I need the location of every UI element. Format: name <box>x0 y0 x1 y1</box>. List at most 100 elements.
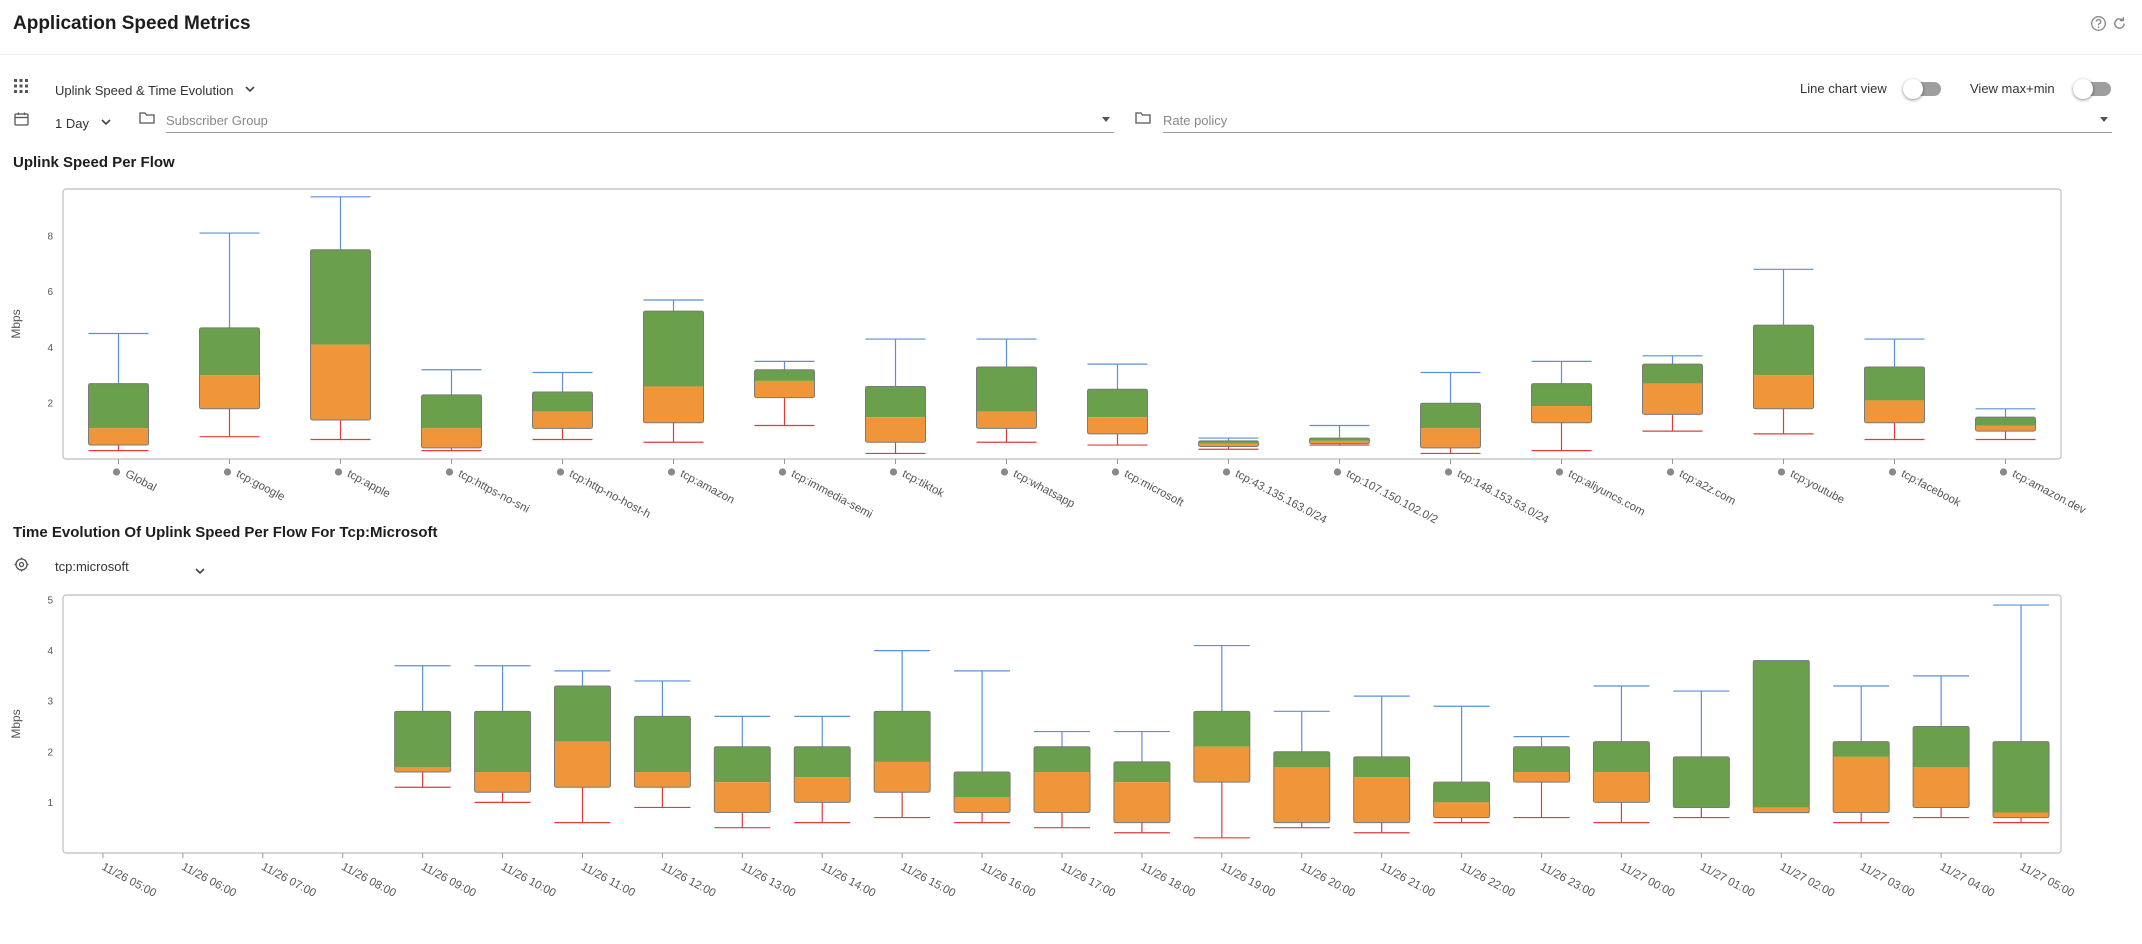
uplink-box-outline <box>976 366 1037 429</box>
uplink-x-tick-label: tcp:whatsapp <box>1011 468 1076 510</box>
time-evolution-title: Time Evolution Of Uplink Speed Per Flow … <box>13 524 438 541</box>
uplink-box-outline <box>1309 437 1370 445</box>
uplink-x-tick-label: tcp:43.135.163.0/24 <box>1233 468 1329 527</box>
timeline-box-upper <box>1913 726 1970 767</box>
uplink-x-tick-dot <box>667 468 676 476</box>
uplink-box-lower <box>1309 440 1370 444</box>
timeline-y-tick-label: 3 <box>47 697 53 708</box>
uplink-box-upper <box>976 366 1037 412</box>
timeline-box-lower <box>954 797 1011 813</box>
timeline-box-lower <box>874 761 931 793</box>
timeline-x-tick-label: 11/26 06:00 <box>179 861 238 900</box>
chevron-down-icon <box>195 563 205 578</box>
dropdown-arrow-icon <box>1102 117 1110 122</box>
timeline-x-tick-label: 11/26 09:00 <box>419 861 478 900</box>
timeline-box-outline <box>1033 746 1091 814</box>
timeline-x-tick-label: 11/26 14:00 <box>819 861 878 900</box>
timeline-x-tick-label: 11/26 22:00 <box>1458 861 1517 900</box>
uplink-x-tick-label: tcp:amazon <box>678 468 736 507</box>
line-chart-label: Line chart view <box>1800 81 1887 96</box>
uplink-box-upper <box>1975 417 2036 426</box>
uplink-x-tick-dot <box>1444 468 1453 476</box>
timeline-x-tick-label: 11/26 21:00 <box>1378 861 1437 900</box>
flow-icon <box>14 557 29 577</box>
uplink-x-tick-dot <box>445 468 454 476</box>
uplink-box-upper <box>421 394 482 429</box>
timeline-x-tick-label: 11/26 12:00 <box>659 861 718 900</box>
uplink-x-tick-label: tcp:youtube <box>1788 468 1846 507</box>
uplink-x-tick-label: tcp:http-no-host-h <box>567 468 652 521</box>
period-select-value: 1 Day <box>55 116 89 131</box>
header-actions <box>2090 15 2128 37</box>
uplink-x-tick-label: tcp:google <box>234 468 286 504</box>
timeline-box-upper <box>954 772 1011 798</box>
timeline-box-outline <box>1513 746 1571 783</box>
uplink-x-tick-dot <box>889 468 898 476</box>
uplink-x-tick-label: tcp:aliyuncs.com <box>1566 468 1647 519</box>
timeline-box-upper <box>474 711 531 773</box>
subscriber-group-placeholder: Subscriber Group <box>166 113 268 128</box>
timeline-box-upper <box>1753 660 1810 808</box>
uplink-box-lower <box>1087 417 1148 434</box>
uplink-x-tick-dot <box>112 468 121 476</box>
timeline-box-lower <box>1113 782 1170 823</box>
refresh-icon[interactable] <box>2111 15 2128 37</box>
uplink-box-upper <box>1309 438 1370 441</box>
uplink-x-tick-dot <box>1111 468 1120 476</box>
uplink-y-axis-label: Mbps <box>9 309 23 338</box>
uplink-box-outline <box>754 369 815 399</box>
view-select[interactable]: Uplink Speed & Time Evolution <box>55 81 255 98</box>
uplink-box-lower <box>199 375 260 409</box>
view-select-value: Uplink Speed & Time Evolution <box>55 83 234 98</box>
timeline-x-tick-label: 11/27 02:00 <box>1778 861 1837 900</box>
timeline-x-tick-label: 11/27 04:00 <box>1938 861 1997 900</box>
uplink-box-outline <box>1642 363 1703 415</box>
timeline-box-upper <box>634 716 691 773</box>
uplink-box-lower <box>1753 375 1814 409</box>
period-select[interactable]: 1 Day <box>55 114 111 131</box>
uplink-x-tick-label: tcp:a2z.com <box>1677 468 1737 508</box>
timeline-box-upper <box>554 686 611 742</box>
timeline-box-lower <box>1353 777 1410 823</box>
max-min-toggle[interactable] <box>2073 79 2111 99</box>
uplink-box-lower <box>1975 425 2036 432</box>
uplink-x-tick-dot <box>223 468 232 476</box>
page-title: Application Speed Metrics <box>13 13 251 34</box>
time-evolution-chart: Mbps 1 2 3 4 5 11/26 05:00 11/26 06:00 11/26 07:… <box>9 594 2076 900</box>
uplink-x-tick-dot <box>1999 468 2008 476</box>
subscriber-group-select[interactable]: Subscriber Group <box>166 110 1114 133</box>
timeline-x-tick-label: 11/26 19:00 <box>1218 861 1277 900</box>
uplink-box-lower <box>532 411 593 429</box>
uplink-box-upper <box>88 383 149 429</box>
flow-select[interactable]: tcp:microsoft <box>55 559 205 575</box>
grid-apps-icon <box>14 79 28 98</box>
uplink-x-tick-label: Global <box>123 468 158 494</box>
timeline-box-lower <box>554 741 611 788</box>
uplink-box-lower <box>1420 428 1481 448</box>
timeline-box-lower <box>1193 746 1250 783</box>
uplink-x-tick-label: tcp:148.153.53.0/24 <box>1455 468 1551 527</box>
line-chart-toggle[interactable] <box>1903 79 1941 99</box>
rate-policy-select[interactable]: Rate policy <box>1163 110 2112 133</box>
timeline-y-tick-label: 1 <box>47 798 53 809</box>
uplink-box-outline <box>1864 366 1925 424</box>
timeline-x-tick-label: 11/26 10:00 <box>499 861 558 900</box>
uplink-box-upper <box>754 369 815 381</box>
timeline-box-outline <box>713 746 771 814</box>
uplink-x-tick-label: tcp:immedia-semi <box>789 468 874 521</box>
timeline-box-upper <box>1593 741 1650 773</box>
uplink-x-tick-dot <box>1888 468 1897 476</box>
timeline-box-lower <box>1513 772 1570 783</box>
timeline-box-lower <box>634 772 691 788</box>
toggle-knob <box>2073 79 2093 99</box>
uplink-box-outline <box>643 310 704 424</box>
timeline-box-lower <box>1433 802 1490 818</box>
uplink-box-lower <box>1531 406 1592 423</box>
timeline-box-upper <box>1993 741 2050 813</box>
help-icon[interactable] <box>2090 15 2107 37</box>
uplink-plot-frame <box>62 188 2062 460</box>
timeline-box-upper <box>1353 756 1410 778</box>
uplink-box-upper <box>1864 366 1925 401</box>
page-header: Application Speed Metrics <box>0 0 2142 55</box>
uplink-y-tick-label: 4 <box>47 343 53 354</box>
